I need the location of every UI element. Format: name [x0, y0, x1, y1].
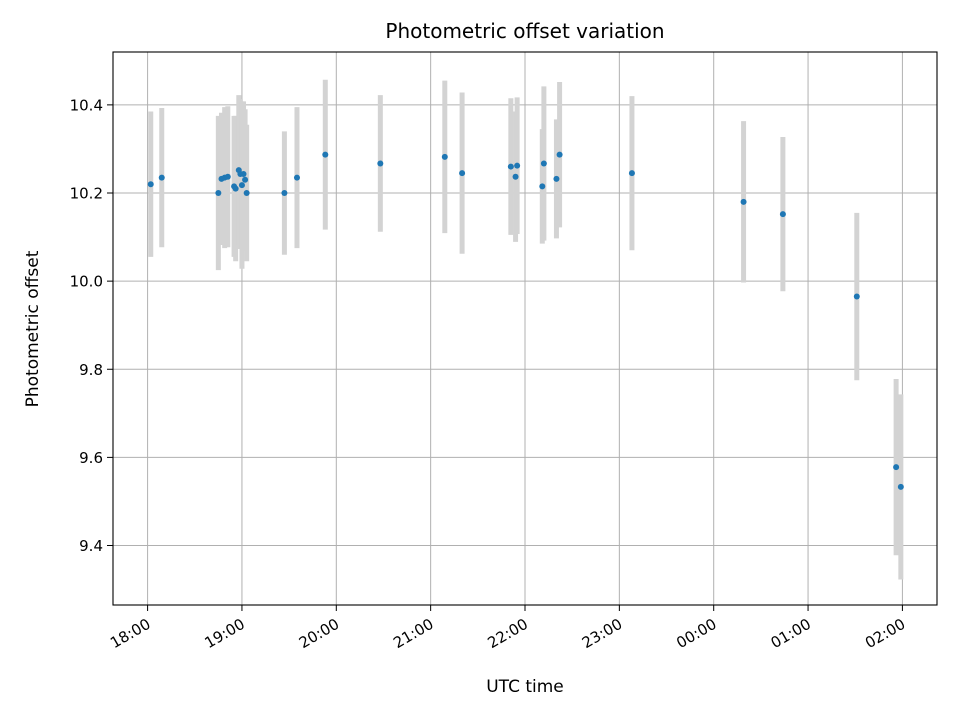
data-point [853, 293, 860, 300]
data-point [238, 182, 245, 189]
data-point [224, 173, 231, 180]
x-axis-label: UTC time [486, 677, 564, 697]
data-point [293, 174, 300, 181]
data-point [242, 176, 249, 183]
data-point [628, 170, 635, 177]
y-tick-label: 10.4 [70, 96, 103, 114]
y-tick-label: 9.8 [79, 361, 103, 379]
data-point [377, 160, 384, 167]
data-point [281, 190, 288, 197]
data-point [514, 162, 521, 169]
data-point [441, 153, 448, 160]
data-point [147, 181, 154, 188]
data-point [158, 174, 165, 181]
grid-lines [113, 52, 937, 605]
data-point [459, 170, 466, 177]
data-point [507, 163, 514, 170]
data-point [740, 198, 747, 205]
data-point [897, 483, 904, 490]
data-point [512, 173, 519, 180]
y-tick-label: 9.4 [79, 537, 103, 555]
data-points [147, 151, 904, 490]
data-point [893, 464, 900, 471]
data-point [779, 211, 786, 218]
data-point [539, 183, 546, 190]
chart-title: Photometric offset variation [385, 19, 664, 43]
y-tick-label: 10.2 [70, 185, 103, 203]
data-point [553, 175, 560, 182]
data-point [243, 190, 250, 197]
y-axis-ticks: 9.4 9.6 9.8 10.0 10.2 10.4 [70, 96, 113, 555]
data-point [215, 190, 222, 197]
y-tick-label: 9.6 [79, 449, 103, 467]
data-point [556, 151, 563, 158]
data-point [322, 151, 329, 158]
data-point [240, 171, 247, 178]
y-tick-label: 10.0 [70, 273, 103, 291]
data-point [540, 160, 547, 167]
data-point [232, 185, 239, 192]
y-axis-label: Photometric offset [23, 250, 43, 407]
